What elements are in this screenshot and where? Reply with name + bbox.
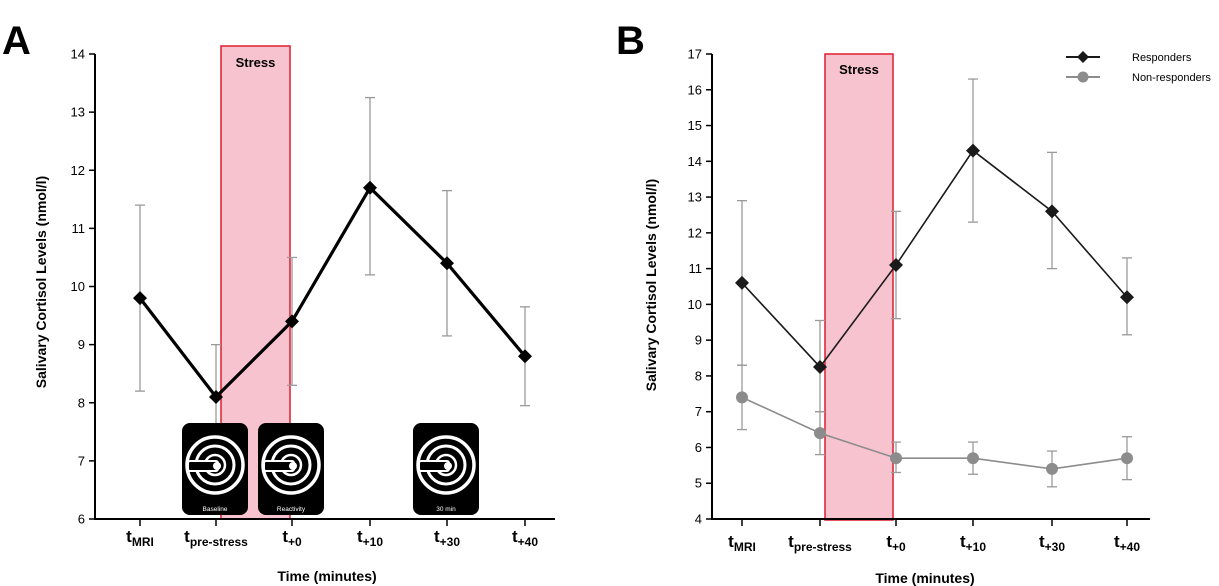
panel-a-y-axis-title: Salivary Cortisol Levels (nmol/l) [33,176,49,388]
panel-b-y-tick-label: 13 [688,190,702,205]
panel-a: A Stress 6 7 8 9 10 11 12 13 14 tMRI tpre-stress t+… [2,19,555,584]
panel-b-data [735,78,1134,488]
legend-label-responders: Responders [1132,52,1192,64]
panel-b-y-axis-title: Salivary Cortisol Levels (nmol/l) [643,179,659,391]
panel-a-line-series-0 [138,185,527,400]
panel-b-y-tick-label: 8 [695,368,702,383]
panel-a-point-series-0 [363,180,377,195]
panel-a-x-tick-label-30: t+30 [434,527,460,549]
mri-scanner-icon: Reactivity [258,423,324,515]
panel-b-y-tick-label: 10 [688,297,702,312]
panel-b-y-tick-label: 7 [695,404,702,419]
panel-b-point-responders [1120,290,1134,305]
panel-a-letter: A [2,19,31,63]
panel-a-x-tick-label-10: t+10 [357,527,383,549]
panel-a-y-tick-label: 13 [71,105,85,120]
mri-icon-head [444,462,452,470]
panel-a-point-series-0 [285,314,299,329]
panel-a-x-tick-label-prestress: tpre-stress [184,527,248,549]
mri-icon-head [213,462,221,470]
panel-a-y-tick-label: 12 [71,163,85,178]
panel-b-legend: Responders Non-responders [1066,51,1211,84]
panel-a-x-tick-label-0: t+0 [282,527,302,549]
panel-b-x-axis-title: Time (minutes) [875,570,974,586]
mri-scanner-icon: 30 min [413,423,479,515]
mri-icon-caption: Baseline [203,506,228,513]
panel-b-y-tick-label: 11 [689,261,703,276]
panel-b-point-non-responders [736,391,748,404]
panel-a-y-tick-label: 9 [78,337,85,352]
panel-a-icons: Baseline Reactivity 30 min [182,423,479,515]
panel-b-point-responders [813,359,827,374]
panel-a-point-series-0 [133,291,147,306]
panel-a-y-tick-label: 14 [71,47,85,62]
panel-b-point-non-responders [1121,452,1133,465]
panel-b-line-non-responders [741,396,1128,470]
panel-a-point-series-0 [440,256,454,271]
panel-a-x-axis-title: Time (minutes) [277,568,376,584]
panel-b-x-tick-label-0: t+0 [886,532,906,554]
panel-a-data [133,96,532,450]
legend-label-non-responders: Non-responders [1132,72,1211,84]
panel-a-y-tick-label: 6 [78,512,85,527]
mri-icon-head [289,462,297,470]
panel-b-point-responders [966,143,980,158]
panel-a-x-tick-label-MRI: tMRI [126,527,154,549]
panel-a-x-tick-label-40: t+40 [512,527,538,549]
mri-scanner-icon: Baseline [182,423,248,515]
panel-b-point-non-responders [1046,462,1058,475]
panel-b-x-tick-label-40: t+40 [1114,532,1140,554]
panel-b-y-tick-label: 14 [688,154,702,169]
panel-b-y-tick-label: 4 [695,512,702,527]
panel-a-axes: 6 7 8 9 10 11 12 13 14 tMRI tpre-stress t+0 t+10 t+30… [71,47,555,549]
panel-a-stress-label: Stress [236,55,276,70]
panel-b-letter: B [616,19,645,63]
legend-marker-responders [1077,51,1089,63]
panel-b-y-tick-label: 17 [688,47,702,62]
panel-b-x-tick-label-MRI: tMRI [728,532,756,554]
panel-b-stress-region: Stress [824,53,894,521]
legend-item-non-responders: Non-responders [1066,71,1211,84]
legend-item-responders: Responders [1066,51,1192,64]
panel-a-y-tick-label: 8 [78,395,85,410]
panel-b-point-responders [889,258,903,273]
panel-b-y-tick-label: 12 [688,225,702,240]
panel-b-y-tick-label: 9 [695,333,702,348]
panel-b-stress-label: Stress [839,62,879,77]
panel-b-line-responders [741,149,1128,369]
panel-a-point-series-0 [518,349,532,364]
panel-b-x-tick-label-prestress: tpre-stress [788,532,852,554]
panel-b-x-tick-label-10: t+10 [960,532,986,554]
legend-marker-non-responders [1077,71,1089,83]
panel-b-y-tick-label: 5 [695,476,702,491]
panel-b-point-non-responders [814,427,826,440]
panel-b-point-responders [735,275,749,290]
panel-b-point-responders [1045,204,1059,219]
panel-a-y-tick-label: 10 [71,279,85,294]
panel-b-point-non-responders [890,452,902,465]
panel-b-point-non-responders [967,452,979,465]
panel-b-x-tick-label-30: t+30 [1039,532,1065,554]
mri-icon-caption: 30 min [436,506,456,513]
panel-b-y-tick-label: 16 [688,82,702,97]
panel-a-y-tick-label: 11 [72,221,86,236]
panel-b-axes: 4 5 6 7 8 9 10 11 12 13 14 15 16 17 tMRI tpre-stress t+0… [688,47,1150,554]
panel-a-y-tick-label: 7 [78,453,85,468]
panel-a-point-series-0 [209,389,223,404]
panel-b-y-tick-label: 15 [688,118,702,133]
panel-b-y-tick-label: 6 [695,440,702,455]
panel-b: B Stress 4 5 6 7 8 9 10 11 12 13 14 15 16 17 tMRI tpre-… [616,19,1211,586]
mri-icon-caption: Reactivity [277,506,306,513]
